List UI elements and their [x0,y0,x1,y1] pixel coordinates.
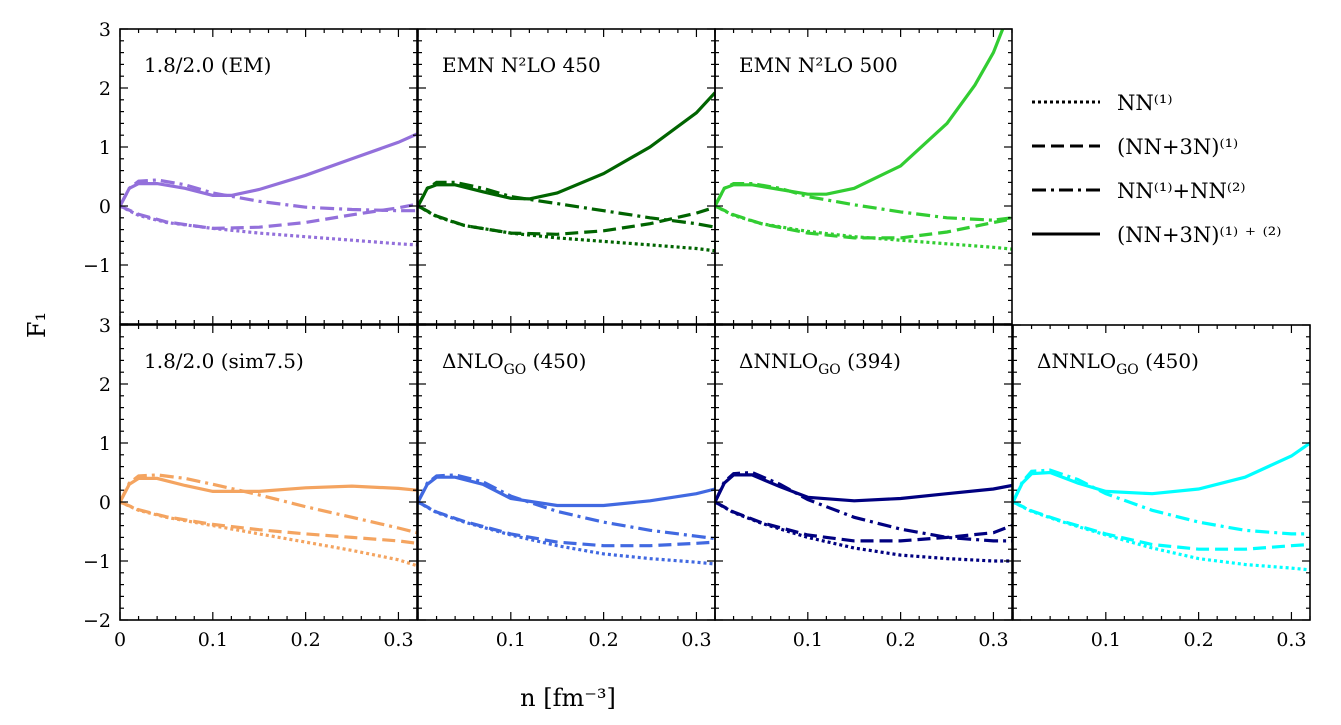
panel-label: EMN N²LO 500 [739,53,898,77]
x-tick-label: 0.1 [198,629,228,651]
legend-label-solid: (NN+3N)⁽¹⁾ ⁺ ⁽²⁾ [1117,223,1281,247]
x-tick-label: 0 [114,629,126,651]
panel-ticks [119,28,418,325]
y-tick-label: 1 [99,433,111,455]
axis-titles: n [fm⁻³] F₁ [23,312,616,712]
series-dashdot-line [715,182,1012,222]
panel-label-subscript: GO [818,362,841,378]
panel-label-subscript: GO [504,362,527,378]
series-solid-line [120,476,417,503]
panel-label-main: ΔNLO [442,349,504,373]
y-tick-label: 1 [99,137,111,159]
legend-label-dashed: (NN+3N)⁽¹⁾ [1117,135,1238,159]
panels-layer: −1 0 1 2 3 1.8/2.0 (EM) EMN N²LO 450 EMN N²LO 5… [83,19,1311,651]
panel-3: EMN N²LO 500 [714,28,1013,325]
y-tick-label: −1 [83,255,111,277]
panel-label-main: ΔNNLO [739,349,818,373]
panel-ticks [119,324,418,621]
panel-curves [1013,441,1310,572]
panel-curves [120,132,417,247]
panel-label-rest: (450) [1139,349,1199,373]
panel-ticks [714,28,1013,325]
panel-label: EMN N²LO 450 [442,53,601,77]
series-dashed-line [418,500,715,548]
y-tick-label: 0 [99,196,111,218]
y-tick-label: 2 [99,374,111,396]
y-tick-label: 3 [99,315,111,337]
panel-curves [120,473,417,568]
panel-label-rest: (394) [841,349,901,373]
panel-label: 1.8/2.0 (EM) [144,53,271,77]
series-dashdot-line [715,470,1012,543]
panel-4: −2 −1 0 1 2 3 0 0.1 0.2 0.3 1.8/2.0 (sim7.5) [83,315,418,651]
series-solid-line [120,132,417,207]
x-tick-label: 0.1 [1091,629,1121,651]
legend-label-dashdot: NN⁽¹⁾+NN⁽²⁾ [1117,179,1246,203]
y-tick-label: 2 [99,78,111,100]
panel-ticks [417,324,716,621]
panel-curves [418,473,715,566]
panel-ticks [1012,324,1311,621]
panel-curves [715,29,1012,251]
series-dashed-line [120,202,417,231]
y-tick-label: −1 [83,551,111,573]
panel-label-main: ΔNNLO [1037,349,1116,373]
panel-label: ΔNNLOGO (450) [1037,349,1199,378]
x-tick-label: 0.3 [681,629,711,651]
panel-label-rest: (450) [526,349,586,373]
x-tick-label: 0.2 [886,629,916,651]
panel-label-subscript: GO [1116,362,1139,378]
series-dotted-line [418,204,715,253]
y-axis-label: F₁ [23,312,51,338]
series-solid-line [418,475,715,508]
panel-label: 1.8/2.0 (sim7.5) [144,349,304,373]
x-tick-label: 0.3 [978,629,1008,651]
panel-ticks [714,324,1013,621]
series-dashdot-line [120,473,417,535]
series-solid-line [418,91,715,207]
x-tick-label: 0.1 [793,629,823,651]
series-dashed-line [418,204,715,236]
series-dotted-line [120,500,417,568]
x-axis-label: n [fm⁻³] [520,684,616,712]
legend-label-dotted: NN⁽¹⁾ [1117,91,1172,115]
panel-curves [715,470,1012,563]
x-tick-label: 0.3 [383,629,413,651]
legend: NN⁽¹⁾ (NN+3N)⁽¹⁾ NN⁽¹⁾+NN⁽²⁾ (NN+3N)⁽¹⁾ ⁺ ⁽… [1032,91,1281,247]
panel-5: 0.1 0.2 0.3 ΔNLOGO (450) [417,324,716,651]
y-tick-label: 3 [99,19,111,41]
panel-ticks [417,28,716,325]
series-dashed-line [120,500,417,545]
series-solid-line [1013,441,1310,503]
y-tick-label: 0 [99,492,111,514]
panel-label: ΔNNLOGO (394) [739,349,901,378]
panel-7: 0.1 0.2 0.3 ΔNNLOGO (450) [1012,324,1311,651]
panel-label: ΔNLOGO (450) [442,349,586,378]
panel-curves [418,91,715,253]
x-tick-label: 0.2 [291,629,321,651]
series-solid-line [715,473,1012,503]
y-tick-label: −2 [83,610,111,632]
series-dashdot-line [1013,468,1310,536]
series-solid-line [715,29,1005,207]
x-tick-label: 0.2 [589,629,619,651]
series-dashed-line [715,204,1012,240]
panel-2: EMN N²LO 450 [417,28,716,325]
x-tick-label: 0.1 [496,629,526,651]
series-dashed-line [1013,500,1310,551]
panel-1: −1 0 1 2 3 1.8/2.0 (EM) [83,19,418,325]
x-tick-label: 0.2 [1184,629,1214,651]
x-tick-label: 0.3 [1276,629,1306,651]
panel-6: 0.1 0.2 0.3 ΔNNLOGO (394) [714,324,1013,651]
series-dotted-line [715,500,1012,563]
series-dashed-line [715,500,1012,543]
